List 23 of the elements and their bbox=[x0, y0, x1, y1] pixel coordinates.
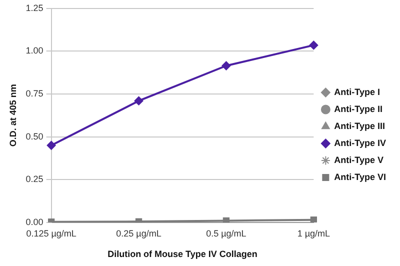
x-tick-label: 1 µg/mL bbox=[297, 228, 330, 238]
x-tick-label: 0.5 µg/mL bbox=[206, 228, 246, 238]
y-tick-label: 1.25 bbox=[26, 2, 44, 13]
legend-label: Anti-Type III bbox=[334, 120, 386, 131]
y-tick-label: 0.25 bbox=[26, 174, 44, 184]
y-tick-label: 0.50 bbox=[26, 131, 44, 142]
legend-label: Anti-Type I bbox=[334, 86, 380, 97]
x-axis-title: Dilution of Mouse Type IV Collagen bbox=[108, 249, 258, 260]
point bbox=[310, 216, 317, 222]
point bbox=[134, 96, 144, 106]
x-tick-label: 0.25 µg/mL bbox=[116, 228, 162, 238]
point bbox=[309, 40, 318, 50]
y-tick-label: 0.75 bbox=[26, 88, 44, 98]
legend-label: Anti-Type IV bbox=[334, 138, 386, 148]
legend-label: Anti-Type II bbox=[334, 104, 383, 114]
point bbox=[222, 61, 231, 70]
y-tick-label: 1.00 bbox=[26, 46, 44, 56]
legend-label: Anti-Type V bbox=[334, 154, 384, 165]
x-tick-label: 0.125 µg/mL bbox=[26, 228, 76, 238]
legend-label: Anti-Type VI bbox=[334, 172, 386, 182]
y-axis-title: O.D. at 405 nm bbox=[8, 84, 18, 147]
point bbox=[46, 140, 56, 150]
y-tick-label: 0.00 bbox=[26, 216, 44, 227]
